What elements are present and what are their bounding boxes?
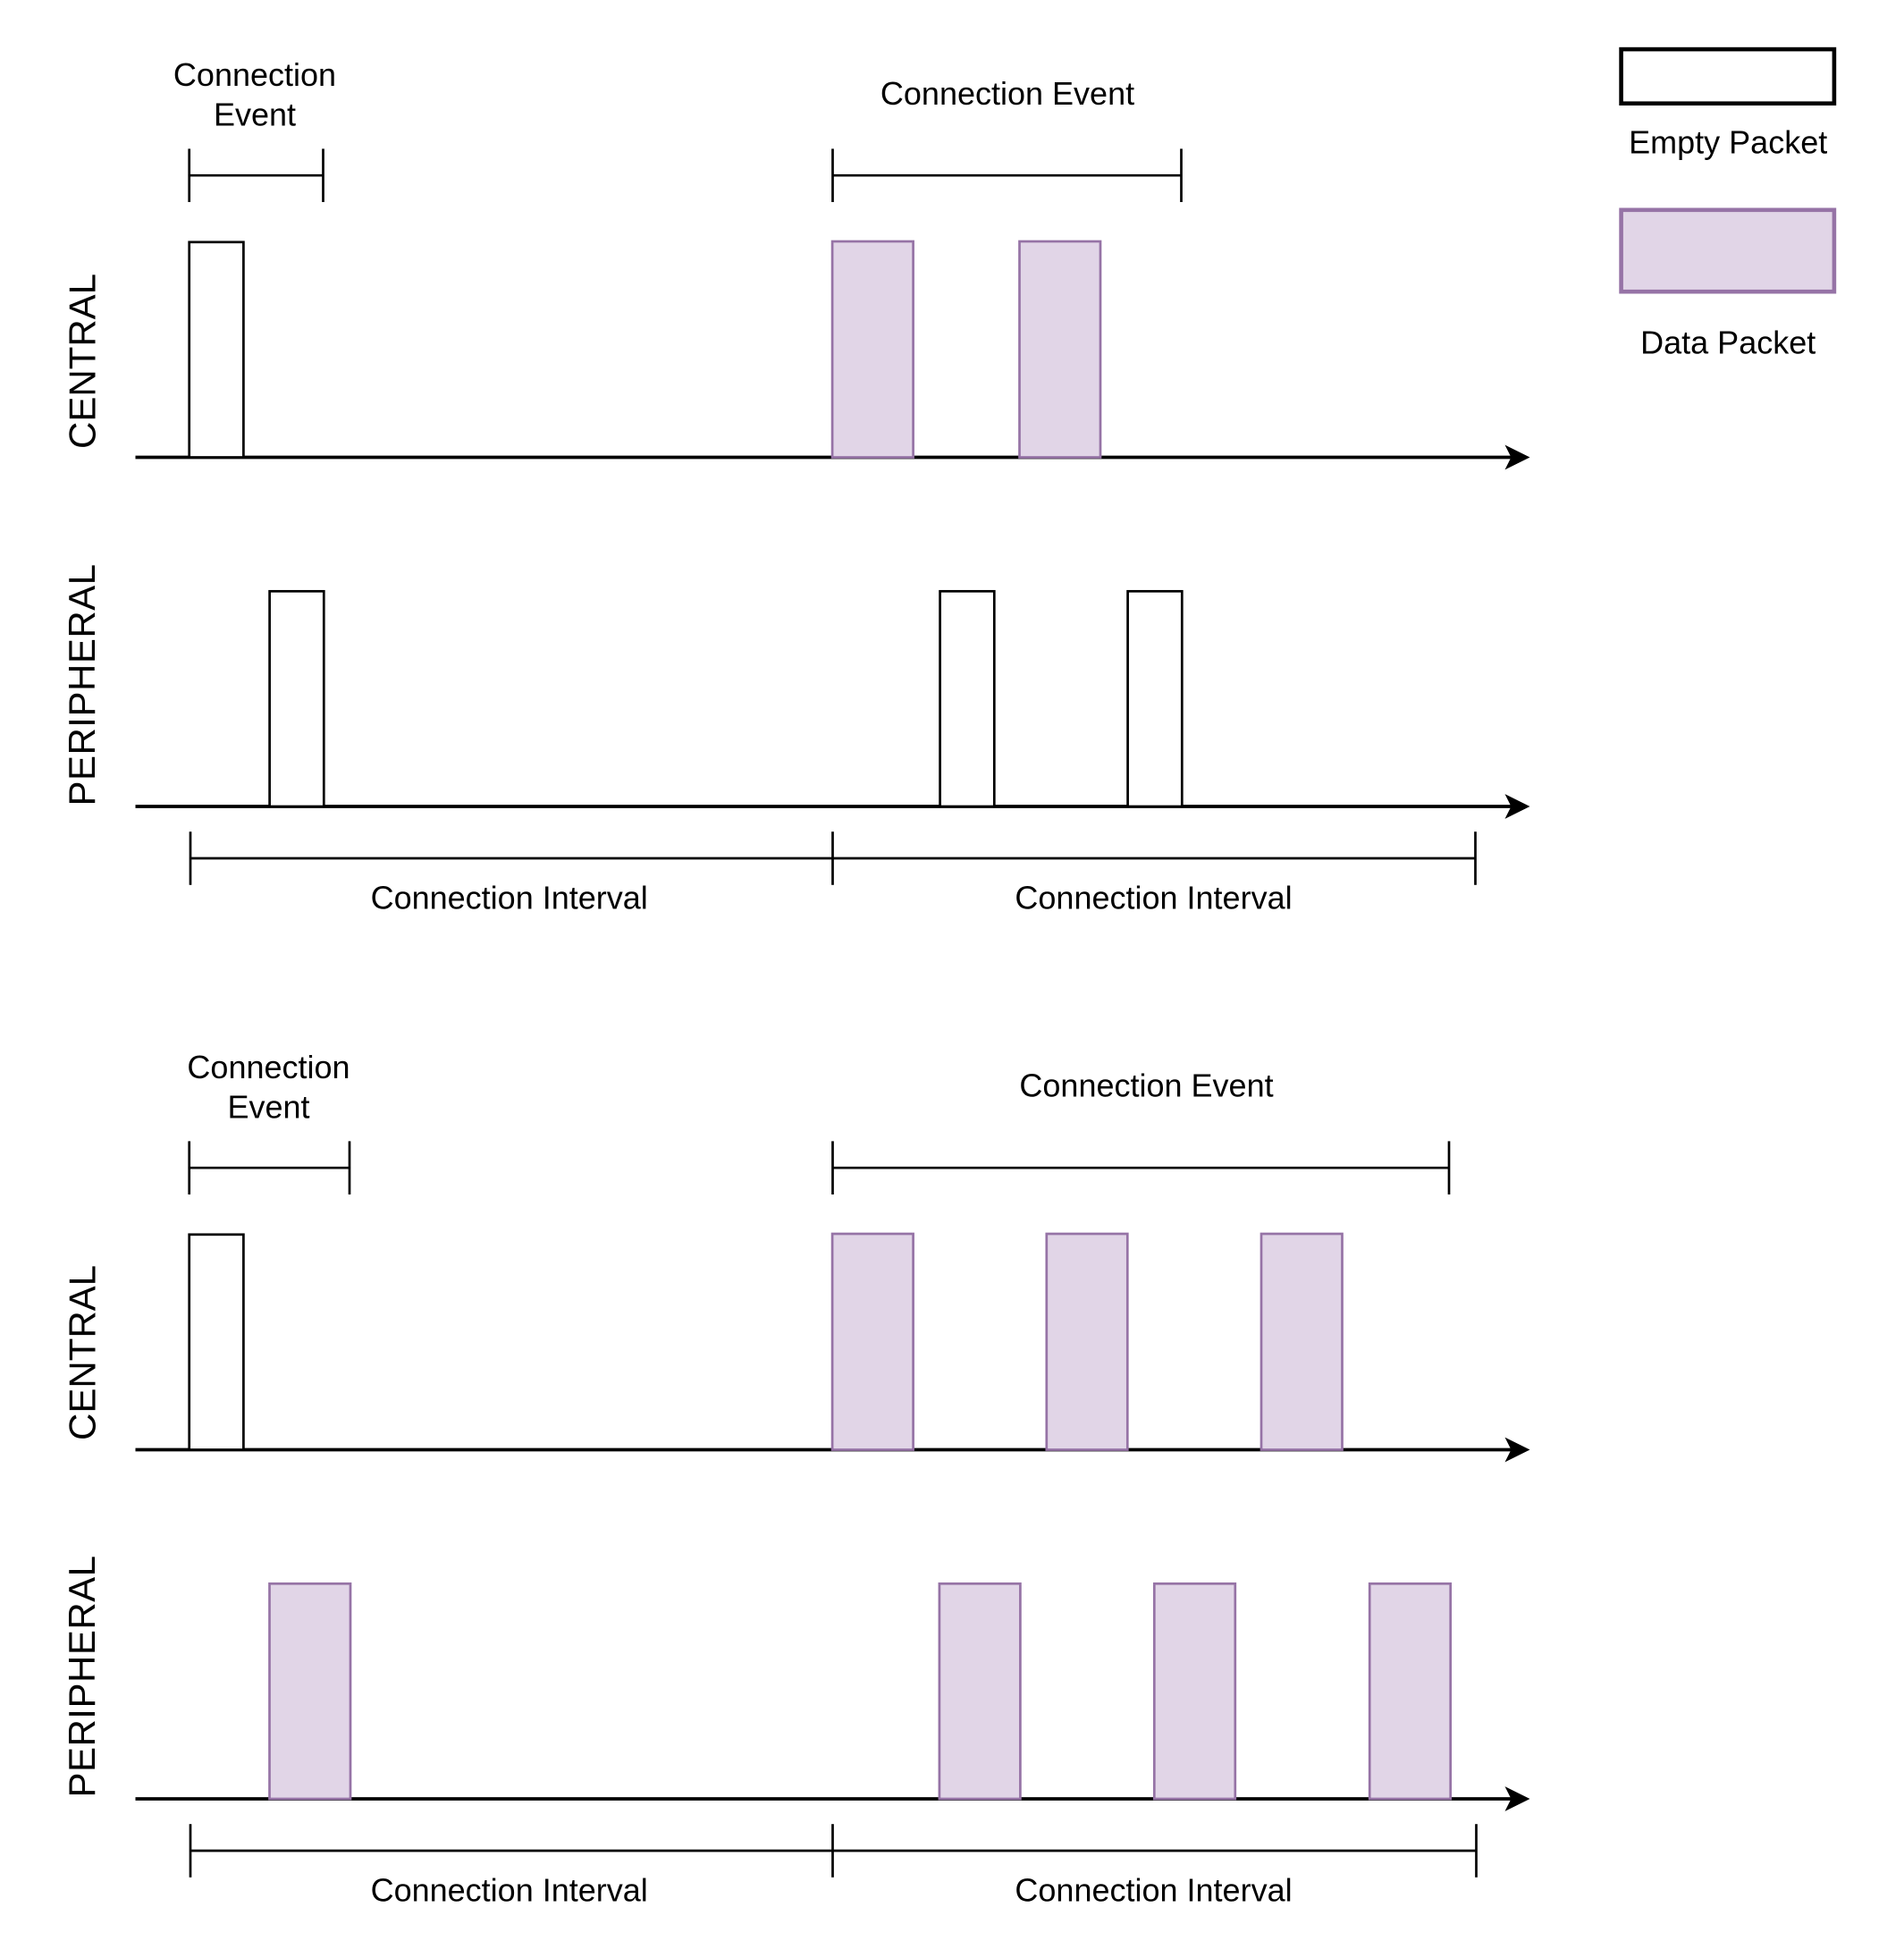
svg-text:PERIPHERAL: PERIPHERAL bbox=[61, 1555, 103, 1797]
svg-text:Connection Interval: Connection Interval bbox=[371, 880, 648, 916]
svg-text:CENTRAL: CENTRAL bbox=[62, 274, 104, 449]
svg-text:Connection Event: Connection Event bbox=[1019, 1067, 1273, 1103]
svg-text:Connection Interval: Connection Interval bbox=[371, 1872, 648, 1909]
svg-text:Connection: Connection bbox=[187, 1049, 350, 1085]
svg-text:Connection: Connection bbox=[173, 56, 336, 93]
svg-text:Event: Event bbox=[227, 1089, 309, 1126]
svg-text:Connection Interval: Connection Interval bbox=[1015, 880, 1292, 916]
svg-text:Empty Packet: Empty Packet bbox=[1629, 123, 1827, 160]
svg-text:Event: Event bbox=[214, 97, 296, 133]
svg-text:Connection Event: Connection Event bbox=[880, 75, 1134, 112]
svg-text:CENTRAL: CENTRAL bbox=[62, 1265, 104, 1440]
svg-text:Data Packet: Data Packet bbox=[1640, 325, 1816, 361]
svg-text:Connection Interval: Connection Interval bbox=[1015, 1872, 1292, 1909]
svg-text:PERIPHERAL: PERIPHERAL bbox=[61, 563, 103, 806]
